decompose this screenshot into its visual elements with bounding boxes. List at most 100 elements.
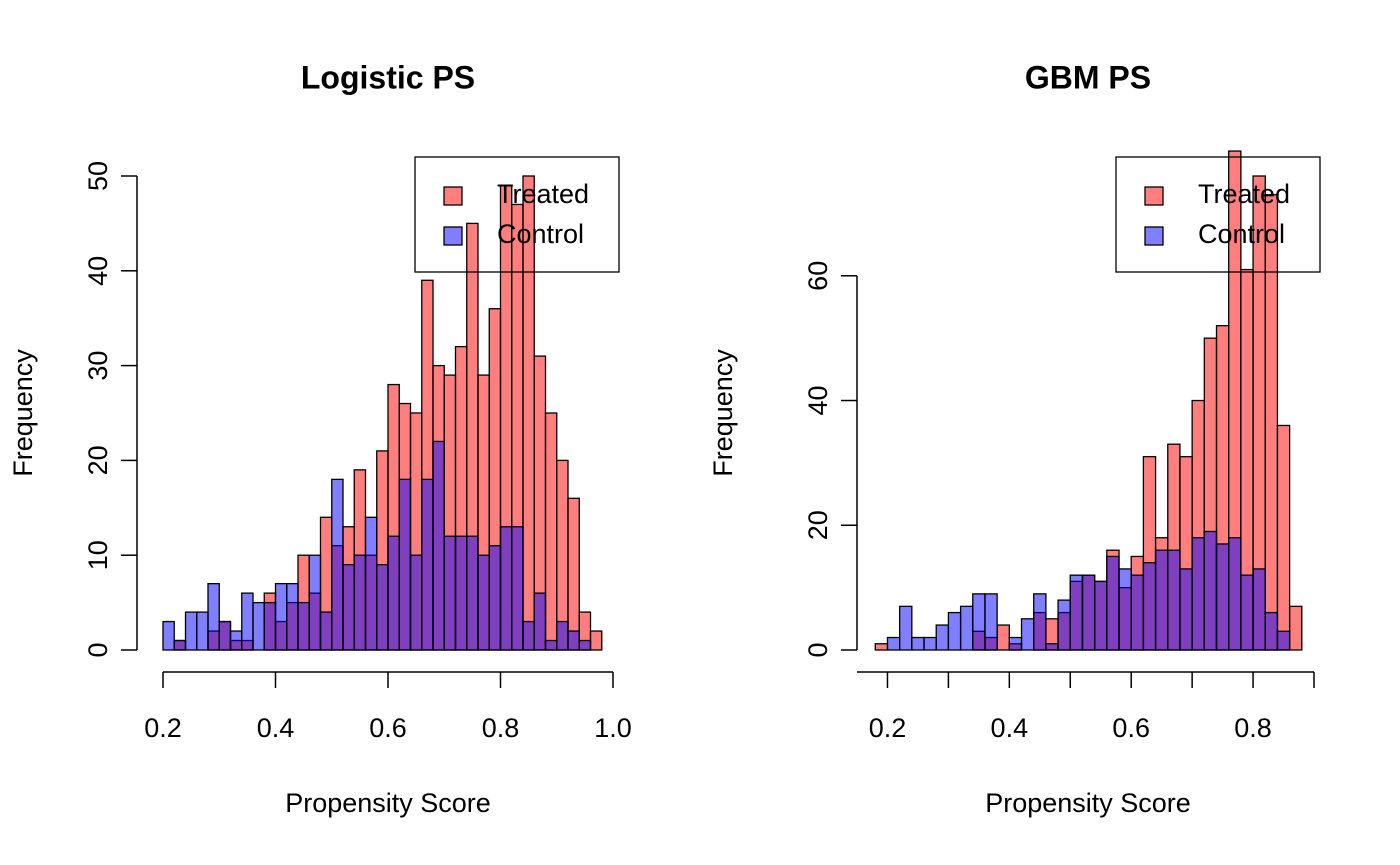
bar [263,601,277,651]
bar [1264,194,1279,651]
y-tick-label: 20 [803,510,833,540]
bar [589,630,603,651]
bar [184,611,198,651]
y-tick-label: 40 [83,256,113,286]
legend-label: Treated [1198,179,1290,209]
y-tick-label: 40 [803,386,833,416]
x-tick-label: 0.4 [257,713,295,743]
x-tick-label: 0.2 [144,713,182,743]
bar [935,624,950,651]
x-tick-label: 1.0 [594,713,632,743]
y-tick-label: 60 [803,261,833,291]
bar [1276,424,1291,651]
bar [1106,555,1120,651]
bar [1020,618,1035,651]
bar [466,535,479,651]
bar [297,601,310,651]
x-axis-label: Propensity Score [285,788,491,818]
bar [331,478,344,651]
bar [1081,574,1096,651]
bar [1045,643,1059,651]
legend-swatch [443,226,463,246]
bar [1167,549,1181,651]
bar [947,611,962,651]
bar [432,440,445,651]
legend-label: Control [497,219,584,249]
bar [1215,543,1230,651]
bar [477,554,490,651]
bar [578,639,592,651]
y-tick-label: 0 [83,642,113,657]
bar [364,516,378,651]
bar [376,564,389,651]
bar [1264,611,1279,651]
bar [207,582,220,651]
bar [544,639,558,651]
y-tick-label: 20 [83,445,113,475]
bar [1057,599,1071,651]
bar [544,412,558,651]
bar [196,611,209,651]
bar [874,643,889,651]
legend-label: Treated [497,179,589,209]
bar [996,624,1010,651]
bar [959,605,974,651]
x-tick-label: 0.8 [482,713,520,743]
legend-label: Control [1198,219,1285,249]
bar [984,593,998,651]
bar [387,535,400,651]
bar [1252,568,1266,651]
legend-box [414,156,620,273]
bar [567,630,580,651]
bar [1069,574,1084,651]
bar [252,601,265,651]
bar [1179,568,1193,651]
bar [286,582,299,651]
chart-title: Logistic PS [301,59,475,95]
bar [1142,562,1157,651]
bar [342,564,355,651]
legend-box [1115,156,1321,273]
x-axis-label: Propensity Score [985,788,1191,818]
y-tick-label: 0 [803,642,833,657]
bar [923,636,937,651]
y-tick-label: 10 [83,540,113,570]
bar [1276,630,1291,651]
bar [899,605,913,651]
bar [533,592,547,651]
bar [1093,580,1108,651]
bar [1033,593,1047,651]
bar [1228,537,1242,651]
x-tick-label: 0.2 [869,713,907,743]
legend-swatch [443,186,463,206]
bar [353,554,367,651]
bar [1288,605,1303,651]
bar [409,554,423,651]
bar [1154,549,1169,651]
bar [162,620,175,651]
bar [1191,537,1205,651]
y-axis-label: Frequency [8,349,38,477]
y-tick-label: 30 [83,351,113,381]
bar [421,478,434,651]
bar [522,620,535,651]
bar [398,478,412,651]
bar [308,554,322,651]
bar [1240,574,1254,651]
legend-swatch [1144,186,1164,206]
x-tick-label: 0.6 [369,713,407,743]
chart-title: GBM PS [1025,59,1151,95]
bar [319,611,333,651]
bar [241,592,254,651]
bar [567,497,580,651]
bar [274,582,288,651]
bar [454,535,468,651]
y-tick-label: 50 [83,161,113,191]
bar [886,636,901,651]
bar [1130,574,1145,651]
bar [488,545,502,651]
bar [1118,568,1132,651]
bar [556,620,569,651]
legend-swatch [1144,226,1164,246]
